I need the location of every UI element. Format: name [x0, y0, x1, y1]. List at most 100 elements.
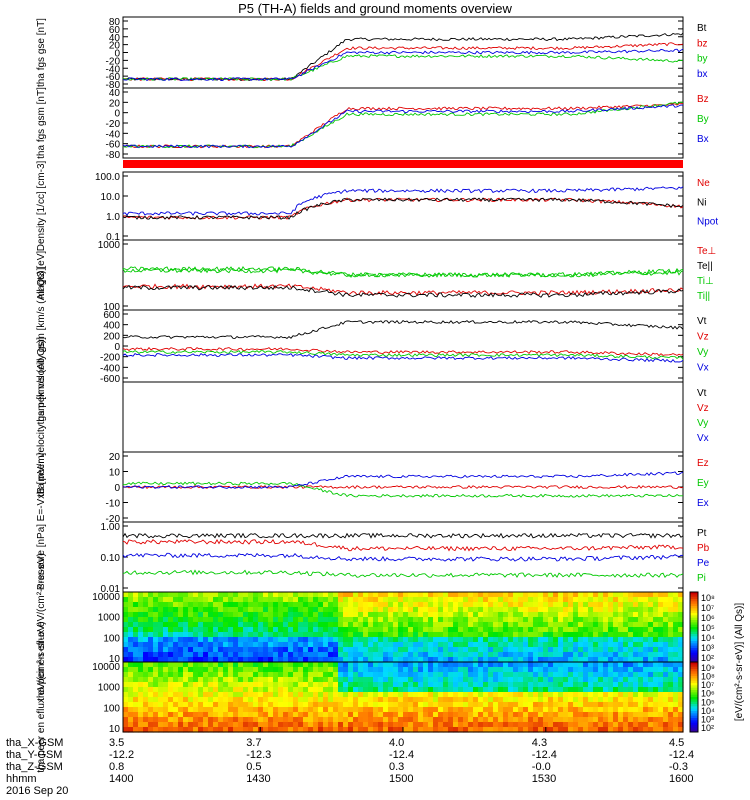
spectrogram-cell [508, 627, 514, 633]
spectrogram-cell [188, 602, 194, 608]
spectrogram-cell [303, 707, 309, 713]
spectrogram-cell [548, 637, 554, 643]
spectrogram-cell [503, 592, 509, 598]
colorbar-cell [690, 615, 698, 619]
spectrogram-cell [188, 692, 194, 698]
spectrogram-cell [148, 682, 154, 688]
spectrogram-cell [628, 682, 634, 688]
spectrogram-cell [563, 717, 569, 723]
spectrogram-cell [478, 617, 484, 623]
spectrogram-cell [348, 607, 354, 613]
spectrogram-cell [218, 597, 224, 603]
spectrogram-cell [358, 697, 364, 703]
colorbar-label: 10⁵ [701, 623, 715, 633]
spectrogram-cell [503, 727, 509, 733]
spectrogram-cell [158, 722, 164, 728]
spectrogram-cell [163, 627, 169, 633]
spectrogram-cell [593, 682, 599, 688]
spectrogram-cell [253, 717, 259, 723]
spectrogram-cell [218, 667, 224, 673]
spectrogram-cell [228, 607, 234, 613]
colorbar-cell [690, 697, 698, 700]
spectrogram-cell [383, 622, 389, 628]
spectrogram-cell [303, 597, 309, 603]
spectrogram-cell [653, 632, 659, 638]
spectrogram-cell [488, 617, 494, 623]
spectrogram-cell [303, 592, 309, 598]
series-line [122, 346, 684, 357]
spectrogram-cell [413, 662, 419, 668]
spectrogram-cell [483, 632, 489, 638]
spectrogram-cell [363, 697, 369, 703]
spectrogram-cell [478, 697, 484, 703]
spectrogram-cell [328, 712, 334, 718]
spectrogram-cell [648, 602, 654, 608]
spectrogram-cell [178, 657, 184, 663]
spectrogram-cell [483, 642, 489, 648]
spectrogram-cell [193, 697, 199, 703]
spectrogram-cell [148, 667, 154, 673]
spectrogram-cell [133, 727, 139, 733]
spectrogram-cell [138, 697, 144, 703]
spectrogram-cell [288, 622, 294, 628]
spectrogram-cell [443, 597, 449, 603]
colorbar-cell [690, 652, 698, 656]
spectrogram-cell [153, 652, 159, 658]
spectrogram-cell [413, 702, 419, 708]
spectrogram-cell [353, 727, 359, 733]
spectrogram-cell [233, 682, 239, 688]
spectrogram-cell [573, 657, 579, 663]
spectrogram-cell [273, 692, 279, 698]
spectrogram-cell [248, 662, 254, 668]
spectrogram-cell [608, 692, 614, 698]
spectrogram-cell [558, 717, 564, 723]
spectrogram-cell [313, 627, 319, 633]
spectrogram-cell [508, 657, 514, 663]
spectrogram-cell [458, 722, 464, 728]
y-tick-label: 200 [103, 331, 120, 342]
spectrogram-cell [413, 682, 419, 688]
legend-entry: Te⊥ [697, 246, 716, 257]
spectrogram-cell [248, 712, 254, 718]
spectrogram-cell [658, 702, 664, 708]
spectrogram-cell [623, 692, 629, 698]
spectrogram-cell [373, 682, 379, 688]
spectrogram-cell [213, 617, 219, 623]
spectrogram-cell [663, 717, 669, 723]
spectrogram-cell [623, 592, 629, 598]
spectrogram-cell [663, 657, 669, 663]
spectrogram-cell [458, 707, 464, 713]
spectrogram-cell [483, 687, 489, 693]
spectrogram-cell [358, 677, 364, 683]
spectrogram-cell [643, 657, 649, 663]
spectrogram-cell [473, 687, 479, 693]
spectrogram-cell [468, 672, 474, 678]
spectrogram-cell [168, 677, 174, 683]
spectrogram-cell [658, 607, 664, 613]
spectrogram-cell [203, 697, 209, 703]
spectrogram-cell [333, 712, 339, 718]
spectrogram-cell [288, 647, 294, 653]
spectrogram-cell [678, 672, 684, 678]
spectrogram-cell [458, 697, 464, 703]
colorbar-cell [690, 636, 698, 640]
spectrogram-cell [353, 677, 359, 683]
spectrogram-cell [343, 652, 349, 658]
spectrogram-cell [508, 607, 514, 613]
spectrogram-cell [598, 602, 604, 608]
spectrogram-cell [468, 602, 474, 608]
spectrogram-cell [408, 647, 414, 653]
spectrogram-cell [363, 692, 369, 698]
spectrogram-cell [648, 642, 654, 648]
spectrogram-cell [578, 687, 584, 693]
spectrogram-cell [448, 617, 454, 623]
spectrogram-cell [483, 597, 489, 603]
spectrogram-cell [638, 592, 644, 598]
spectrogram-cell [578, 637, 584, 643]
spectrogram-cell [498, 662, 504, 668]
spectrogram-cell [568, 692, 574, 698]
spectrogram-cell [488, 652, 494, 658]
spectrogram-cell [468, 727, 474, 733]
spectrogram-cell [548, 702, 554, 708]
spectrogram-cell [308, 702, 314, 708]
